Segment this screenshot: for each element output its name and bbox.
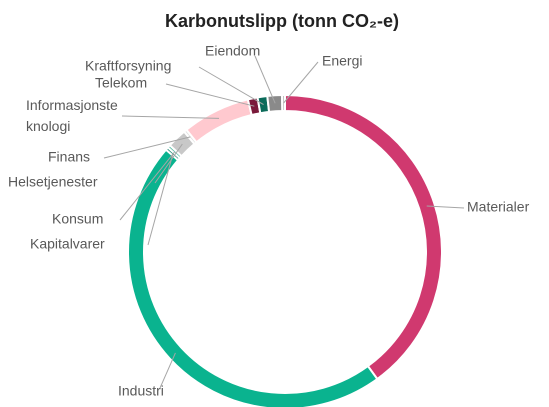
leader-line [119, 151, 176, 221]
donut-slice [185, 98, 253, 144]
leader-line [198, 66, 264, 105]
leader-line [154, 143, 183, 184]
slice-label: Kraftforsyning [85, 58, 171, 74]
slice-label: Industri [118, 383, 164, 399]
slice-label: Finans [48, 149, 90, 165]
leader-line [254, 55, 276, 104]
slice-label: Telekom [95, 75, 147, 91]
leader-line [426, 205, 465, 209]
slice-label: Eiendom [205, 43, 260, 59]
slice-label: Energi [322, 53, 362, 69]
slice-label: Kapitalvarer [30, 236, 105, 252]
leader-line [283, 61, 319, 104]
slice-label: Materialer [467, 199, 530, 215]
slice-label: Helsetjenester [8, 174, 98, 190]
donut-slice [284, 93, 443, 381]
chart-title: Karbonutslipp (tonn CO₂-e) [165, 11, 399, 31]
leader-line [121, 115, 220, 119]
leader-line [103, 136, 191, 159]
leader-line [147, 153, 174, 246]
donut-slice [281, 93, 286, 113]
leader-line [159, 352, 176, 389]
slice-label: Konsum [52, 211, 103, 227]
slice-label: Informasjonsteknologi [26, 97, 118, 134]
leader-line [165, 83, 255, 107]
donut-slice [127, 148, 379, 407]
